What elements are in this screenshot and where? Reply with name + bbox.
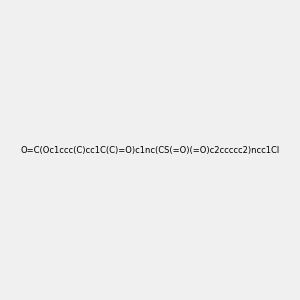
- Text: O=C(Oc1ccc(C)cc1C(C)=O)c1nc(CS(=O)(=O)c2ccccc2)ncc1Cl: O=C(Oc1ccc(C)cc1C(C)=O)c1nc(CS(=O)(=O)c2…: [20, 146, 280, 154]
